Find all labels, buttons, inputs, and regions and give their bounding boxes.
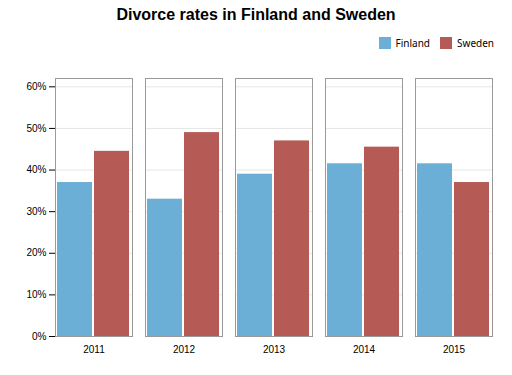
svg-text:60%: 60% (26, 81, 46, 92)
svg-text:2013: 2013 (263, 344, 286, 355)
svg-text:2011: 2011 (83, 344, 105, 355)
svg-text:2012: 2012 (173, 344, 196, 355)
svg-text:2015: 2015 (443, 344, 466, 355)
svg-text:50%: 50% (26, 123, 46, 134)
svg-text:2014: 2014 (353, 344, 376, 355)
svg-text:20%: 20% (26, 247, 46, 258)
svg-text:30%: 30% (26, 206, 46, 217)
html-text:Sweden: Sweden (457, 35, 494, 50)
html-text:Divorce rates in Finland and S: Divorce rates in Finland and Sweden (116, 6, 396, 23)
html-text:Finland: Finland (395, 35, 430, 50)
svg-text:10%: 10% (26, 289, 46, 300)
svg-text:0%: 0% (32, 331, 47, 342)
svg-text:40%: 40% (26, 164, 46, 175)
